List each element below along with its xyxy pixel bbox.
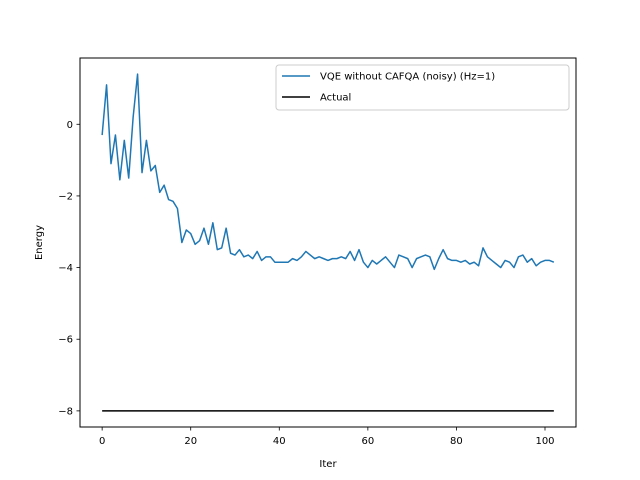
legend: VQE without CAFQA (noisy) (Hz=1) Actual (275, 64, 570, 111)
y-tick-label: −8 (58, 406, 73, 417)
x-tick-label: 0 (99, 436, 105, 447)
x-tick-label: 60 (361, 436, 374, 447)
plot-frame (79, 57, 577, 428)
series-layer (101, 73, 555, 412)
x-tick-label: 40 (273, 436, 286, 447)
y-tick-label: −2 (58, 191, 73, 202)
y-tick-label: −4 (58, 263, 73, 274)
x-tick-label: 80 (450, 436, 463, 447)
legend-label-vqe: VQE without CAFQA (noisy) (Hz=1) (320, 72, 495, 83)
y-tick-label: −6 (58, 335, 73, 346)
series-line-vqe (101, 73, 555, 271)
y-axis: −8 −6 −4 −2 0 (58, 120, 80, 417)
y-axis-label: Energy (34, 225, 45, 260)
x-axis: 0 20 40 60 80 100 (99, 427, 555, 447)
plot-area (80, 58, 576, 427)
y-tick-label: 0 (67, 120, 73, 131)
x-tick-label: 100 (535, 436, 554, 447)
x-tick-label: 20 (184, 436, 197, 447)
x-axis-label: Iter (319, 459, 337, 470)
legend-box (275, 64, 570, 111)
legend-label-actual: Actual (320, 93, 351, 104)
